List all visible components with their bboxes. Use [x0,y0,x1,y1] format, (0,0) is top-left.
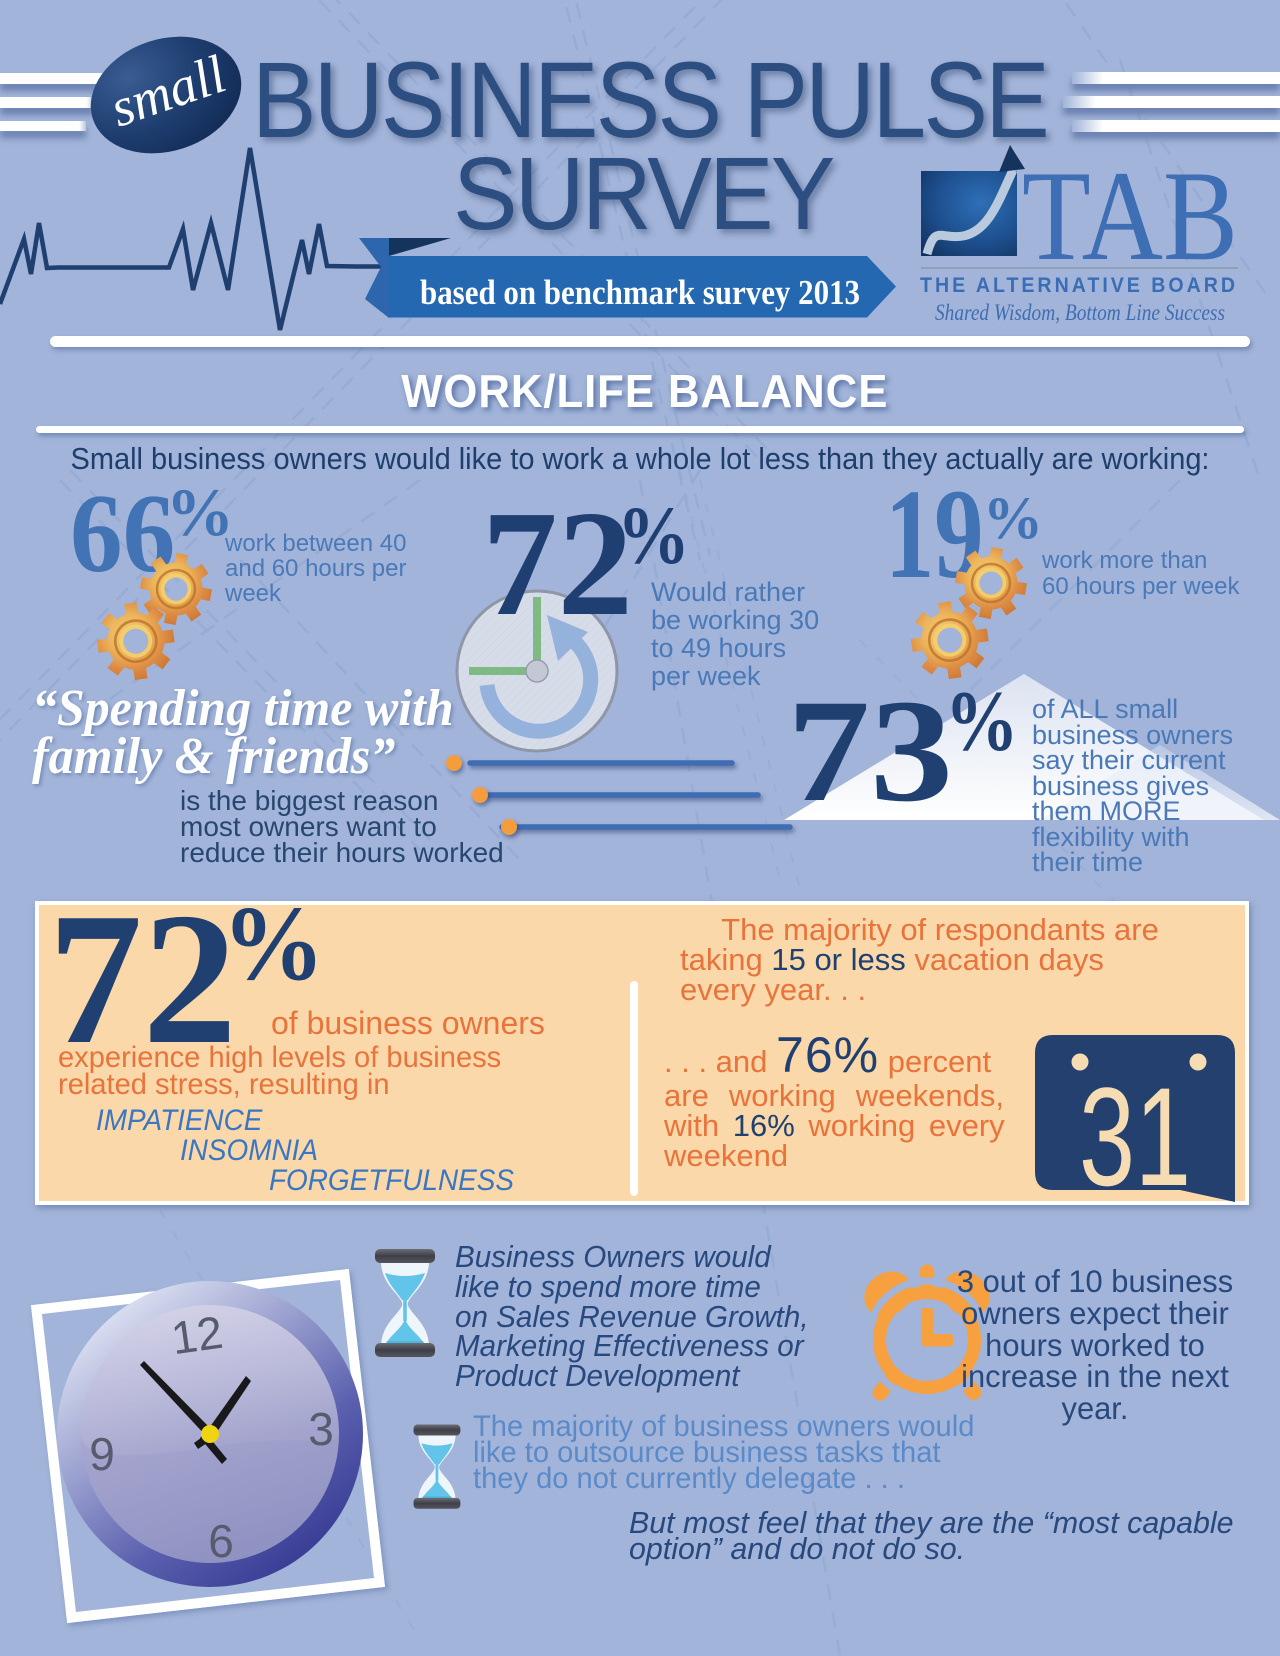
svg-text:9: 9 [89,1428,115,1480]
svg-text:6: 6 [208,1515,234,1567]
svg-text:3: 3 [308,1403,334,1455]
svg-text:31: 31 [1079,1058,1191,1210]
svg-text:12: 12 [168,1306,226,1365]
svg-text:TAB: TAB [1022,144,1238,287]
svg-text:Shared Wisdom, Bottom Line Suc: Shared Wisdom, Bottom Line Success [935,300,1225,325]
svg-text:THE ALTERNATIVE BOARD: THE ALTERNATIVE BOARD [920,274,1238,297]
svg-text:based on benchmark survey 2013: based on benchmark survey 2013 [420,273,860,312]
